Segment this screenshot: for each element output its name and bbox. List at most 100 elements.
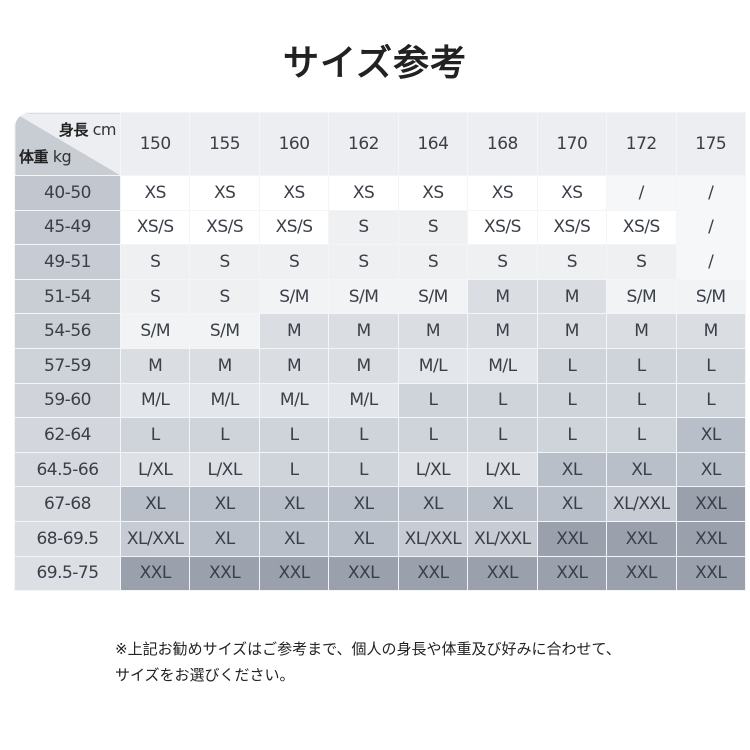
height-column-header: 170 <box>536 112 608 176</box>
size-cell: XXL <box>328 555 399 592</box>
height-column-header: 150 <box>119 112 191 176</box>
size-cell: XXL <box>606 520 677 557</box>
size-cell: XL <box>328 520 399 557</box>
size-cell: XS <box>467 175 538 211</box>
size-cell: XS/S <box>119 209 191 246</box>
height-column-header: 160 <box>258 112 330 176</box>
size-cell: XL <box>189 486 260 522</box>
table-row: 51-54 S S S/M S/M S/M M M S/M S/M <box>14 278 746 315</box>
size-cell: XL/XXL <box>467 520 538 557</box>
size-cell: L <box>536 417 608 453</box>
size-cell: XS/S <box>536 209 608 246</box>
size-cell: XXL <box>467 555 538 592</box>
size-cell: XXL <box>258 555 330 592</box>
weight-row-header: 67-68 <box>14 486 121 522</box>
size-cell: S <box>189 244 260 280</box>
size-cell: XL <box>119 486 191 522</box>
size-cell: L <box>606 347 677 384</box>
table-row: 57-59 M M M M M/L M/L L L L <box>14 347 746 384</box>
weight-row-header: 59-60 <box>14 382 121 419</box>
size-cell: XXL <box>536 520 608 557</box>
size-cell: L <box>189 417 260 453</box>
size-cell: M/L <box>119 382 191 419</box>
size-cell: XS <box>397 175 469 211</box>
size-cell: S/M <box>397 278 469 315</box>
size-cell: XL <box>675 417 746 453</box>
footnote-line-2: サイズをお選びください。 <box>115 666 295 684</box>
size-cell: L <box>328 451 399 488</box>
size-cell: L/XL <box>467 451 538 488</box>
size-cell: M <box>467 313 538 349</box>
size-cell: S/M <box>258 278 330 315</box>
size-cell: / <box>606 175 677 211</box>
size-cell: L <box>328 417 399 453</box>
height-header: 身長 cm <box>58 120 117 139</box>
weight-row-header: 40-50 <box>14 175 121 211</box>
size-cell: XXL <box>675 520 746 557</box>
size-cell: XL/XXL <box>119 520 191 557</box>
size-cell: M/L <box>328 382 399 419</box>
table-row: 54-56 S/M S/M M M M M M M M <box>14 313 746 349</box>
height-column-header: 172 <box>606 112 677 176</box>
size-cell: XL <box>606 451 677 488</box>
table-row: 69.5-75 XXL XXL XXL XXL XXL XXL XXL XXL XXL <box>14 555 746 592</box>
weight-row-header: 45-49 <box>14 209 121 246</box>
weight-row-header: 69.5-75 <box>14 555 121 592</box>
size-cell: L <box>467 417 538 453</box>
size-cell: L <box>675 382 746 419</box>
size-cell: L/XL <box>397 451 469 488</box>
size-cell: XL <box>467 486 538 522</box>
size-cell: / <box>675 175 746 211</box>
size-cell: L <box>606 382 677 419</box>
size-cell: L <box>675 347 746 384</box>
table-row: 40-50 XS XS XS XS XS XS XS / / <box>14 175 746 211</box>
weight-header: 体重 kg <box>19 147 72 166</box>
size-cell: L <box>119 417 191 453</box>
weight-row-header: 57-59 <box>14 347 121 384</box>
size-cell: XXL <box>189 555 260 592</box>
size-cell: / <box>675 209 746 246</box>
table-row: 67-68 XL XL XL XL XL XL XL XL/XXL XXL <box>14 486 746 522</box>
size-cell: M <box>675 313 746 349</box>
table-row: 59-60 M/L M/L M/L M/L L L L L L <box>14 382 746 419</box>
table-row: 68-69.5 XL/XXL XL XL XL XL/XXL XL/XXL XXL XXL XXL <box>14 520 746 557</box>
size-cell: L <box>397 382 469 419</box>
size-cell: M <box>119 347 191 384</box>
size-cell: / <box>675 244 746 280</box>
size-cell: M/L <box>189 382 260 419</box>
size-cell: XL <box>397 486 469 522</box>
size-cell: M/L <box>467 347 538 384</box>
size-cell: M/L <box>397 347 469 384</box>
size-cell: XS/S <box>189 209 260 246</box>
size-cell: S/M <box>328 278 399 315</box>
size-cell: M <box>189 347 260 384</box>
size-cell: XS/S <box>467 209 538 246</box>
weight-row-header: 54-56 <box>14 313 121 349</box>
size-cell: S <box>328 209 399 246</box>
size-cell: L <box>536 382 608 419</box>
size-cell: M <box>258 313 330 349</box>
size-cell: XL <box>189 520 260 557</box>
size-cell: XL/XXL <box>397 520 469 557</box>
size-cell: XS <box>258 175 330 211</box>
weight-row-header: 64.5-66 <box>14 451 121 488</box>
size-cell: L <box>258 451 330 488</box>
table-row: 49-51 S S S S S S S S / <box>14 244 746 280</box>
weight-row-header: 49-51 <box>14 244 121 280</box>
size-cell: XS <box>536 175 608 211</box>
size-cell: M <box>328 347 399 384</box>
size-cell: XS <box>328 175 399 211</box>
size-cell: S/M <box>606 278 677 315</box>
size-cell: S <box>258 244 330 280</box>
size-cell: XS/S <box>606 209 677 246</box>
size-cell: XXL <box>119 555 191 592</box>
page-title: サイズ参考 <box>283 43 467 84</box>
size-cell: S <box>467 244 538 280</box>
size-cell: L <box>606 417 677 453</box>
height-column-header: 164 <box>397 112 469 176</box>
size-cell: M <box>397 313 469 349</box>
size-cell: XS <box>189 175 260 211</box>
table-row: 45-49 XS/S XS/S XS/S S S XS/S XS/S XS/S / <box>14 209 746 246</box>
size-cell: S <box>328 244 399 280</box>
table-row: 62-64 L L L L L L L L XL <box>14 417 746 453</box>
